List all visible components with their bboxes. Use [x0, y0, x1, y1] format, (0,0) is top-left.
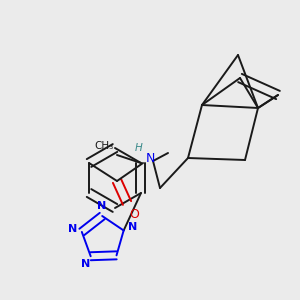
Text: H: H — [135, 143, 143, 153]
Text: O: O — [129, 208, 139, 221]
Text: N: N — [97, 201, 106, 211]
Text: N: N — [68, 224, 77, 234]
Text: CH₃: CH₃ — [95, 141, 114, 151]
Text: N: N — [80, 260, 90, 269]
Text: N: N — [146, 152, 155, 166]
Text: N: N — [128, 222, 138, 232]
